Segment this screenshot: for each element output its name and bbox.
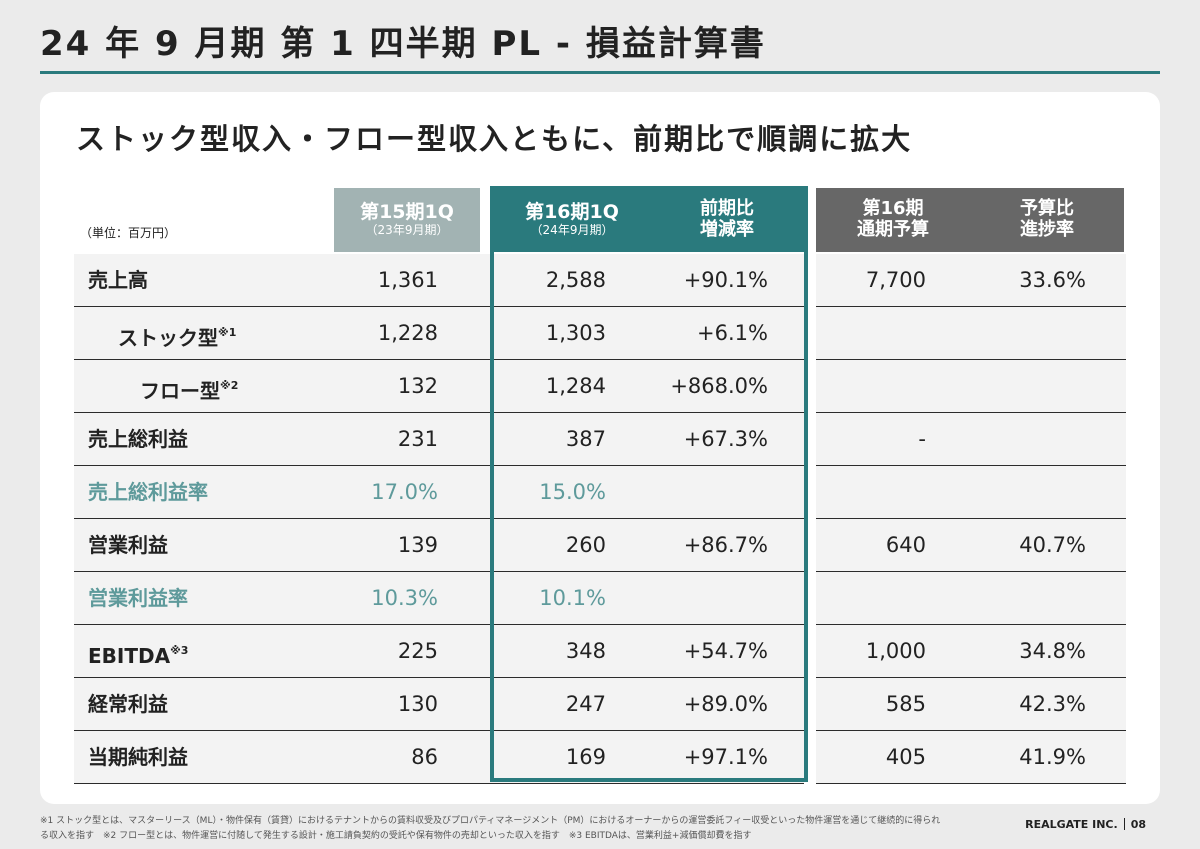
cell-budget: - [918,427,926,451]
footnote-mark: ※3 [170,644,189,657]
footnote-line-2: る収入を指す ※2 フロー型とは、物件運営に付随して発生する設計・施工請負契約の… [40,831,752,841]
cell-cur: 348 [565,639,606,663]
cell-progress: 34.8% [1019,639,1086,663]
table-row-stock: ストック型※1 1,228 1,303 +6.1% [74,307,1126,360]
cell-prev: 1,361 [377,268,438,292]
table-row-flow: フロー型※2 132 1,284 +868.0% [74,360,1126,413]
table-row-ebitda: EBITDA※3 225 348 +54.7% 1,000 34.8% [74,625,1126,678]
header-budget: 第16期 通期予算 [816,188,970,252]
footnote-mark: ※1 [218,326,237,339]
header-budget-l2: 通期予算 [857,219,929,240]
cell-cur: 260 [565,533,606,557]
table-row-gross-profit: 売上総利益 231 387 +67.3% - [74,413,1126,466]
row-label: 当期純利益 [88,745,188,769]
footnote-mark: ※2 [220,379,239,392]
row-label: 営業利益 [88,533,168,557]
row-label: 営業利益率 [88,586,188,610]
slide-title: 24 年 9 月期 第 1 四半期 PL - 損益計算書 [40,24,766,64]
cell-cur: 1,303 [545,321,606,345]
header-yoy: 前期比 増減率 [650,188,804,252]
cell-yoy: +868.0% [670,374,768,398]
row-label: EBITDA※3 [88,644,189,668]
row-label: 売上総利益 [88,427,188,451]
cell-yoy: +97.1% [683,745,768,769]
unit-label: （単位：百万円） [80,226,177,240]
header-progress-l2: 進捗率 [1020,219,1074,240]
cell-progress: 42.3% [1019,692,1086,716]
cell-budget: 405 [885,745,926,769]
footnote-line-1: ※1 ストック型とは、マスターリース（ML）・物件保有（賃貸）におけるテナントか… [40,816,941,826]
header-progress: 予算比 進捗率 [970,188,1124,252]
company-name: REALGATE INC. [1025,818,1118,831]
footnotes: ※1 ストック型とは、マスターリース（ML）・物件保有（賃貸）におけるテナントか… [40,814,1020,844]
row-label: ストック型※1 [118,326,237,350]
cell-cur: 10.1% [539,586,606,610]
cell-prev: 130 [397,692,438,716]
cell-cur: 1,284 [545,374,606,398]
cell-prev: 1,228 [377,321,438,345]
headline: ストック型収入・フロー型収入ともに、前期比で順調に拡大 [76,122,913,156]
row-label: 売上総利益率 [88,480,208,504]
header-cur-title: 第16期1Q [525,201,619,224]
cell-prev: 231 [397,427,438,451]
cell-cur: 2,588 [545,268,606,292]
table-row-operating-margin: 営業利益率 10.3% 10.1% [74,572,1126,625]
cell-prev: 17.0% [371,480,438,504]
cell-cur: 247 [565,692,606,716]
table-row-revenue: 売上高 1,361 2,588 +90.1% 7,700 33.6% [74,254,1126,307]
cell-budget: 1,000 [865,639,926,663]
header-progress-l1: 予算比 [1020,198,1074,220]
header-prev-period: 第15期1Q （23年9月期） [334,188,480,252]
header-cur-sub: （24年9月期） [530,223,614,238]
cell-prev: 86 [411,745,438,769]
header-prev-sub: （23年9月期） [365,223,449,238]
title-rule [40,71,1160,74]
table-row-ordinary-profit: 経常利益 130 247 +89.0% 585 42.3% [74,678,1126,731]
cell-prev: 139 [397,533,438,557]
cell-yoy: +90.1% [683,268,768,292]
row-label: 経常利益 [88,692,168,716]
cell-progress: 40.7% [1019,533,1086,557]
current-period-header-band [490,186,808,252]
cell-budget: 7,700 [865,268,926,292]
row-label: 売上高 [88,268,148,292]
row-label: フロー型※2 [140,379,239,403]
cell-yoy: +86.7% [683,533,768,557]
header-yoy-l1: 前期比 [700,198,754,220]
cell-yoy: +6.1% [697,321,768,345]
table-row-gross-margin: 売上総利益率 17.0% 15.0% [74,466,1126,519]
cell-prev: 132 [397,374,438,398]
cell-cur: 169 [565,745,606,769]
cell-yoy: +67.3% [683,427,768,451]
header-prev-title: 第15期1Q [360,201,454,224]
header-yoy-l2: 増減率 [700,219,754,240]
footer-divider [1123,818,1125,830]
cell-cur: 15.0% [539,480,606,504]
cell-budget: 585 [885,692,926,716]
cell-budget: 640 [885,533,926,557]
cell-yoy: +54.7% [683,639,768,663]
cell-prev: 225 [397,639,438,663]
page-number: 08 [1130,818,1146,831]
table-row-net-income: 当期純利益 86 169 +97.1% 405 41.9% [74,731,1126,784]
company-footer: REALGATE INC. 08 [1025,818,1146,831]
cell-progress: 33.6% [1019,268,1086,292]
header-current-period: 第16期1Q （24年9月期） [494,188,650,252]
cell-prev: 10.3% [371,586,438,610]
cell-progress: 41.9% [1019,745,1086,769]
cell-cur: 387 [565,427,606,451]
header-budget-l1: 第16期 [862,198,924,220]
table-row-operating-profit: 営業利益 139 260 +86.7% 640 40.7% [74,519,1126,572]
cell-yoy: +89.0% [683,692,768,716]
